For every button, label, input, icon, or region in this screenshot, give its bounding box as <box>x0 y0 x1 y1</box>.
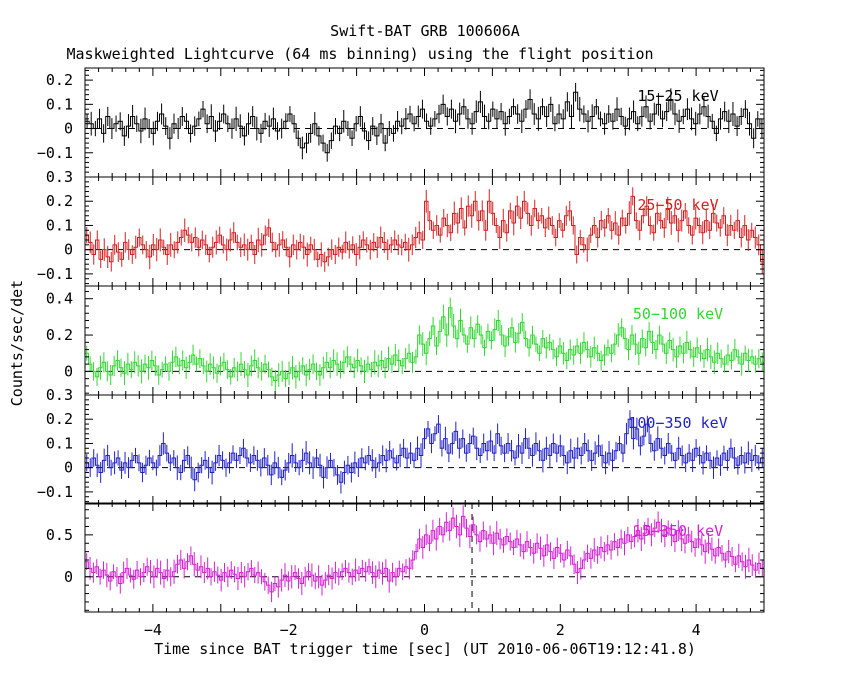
band-label: 100−350 keV <box>628 414 727 432</box>
y-tick-label: −0.1 <box>37 265 73 283</box>
panel-3: 0 0.2 0.4 50−100 keV <box>46 285 765 396</box>
y-tick-label: 0.5 <box>46 526 73 544</box>
error-bars <box>86 505 763 603</box>
y-tick-label: −0.1 <box>37 144 73 162</box>
y-tick-label: 0.1 <box>46 216 73 234</box>
x-tick-label: 0 <box>420 621 429 639</box>
y-tick-label: 0.2 <box>46 410 73 428</box>
y-axis-label: Counts/sec/det <box>8 280 26 406</box>
lightcurve-series <box>85 307 764 381</box>
x-tick-label: −4 <box>144 621 162 639</box>
y-tick-label: 0.4 <box>46 290 73 308</box>
y-tick-label: 0 <box>64 241 73 259</box>
y-tick-label: 0.1 <box>46 95 73 113</box>
panel-frame <box>84 285 765 396</box>
panels-layer: −0.1 0 0.1 0.2 15−25 keV −0.1 0 0.1 0.2 0.3 25−50 … <box>37 67 765 639</box>
y-tick-label: 0.2 <box>46 71 73 89</box>
chart-subtitle: Maskweighted Lightcurve (64 ms binning) … <box>67 45 654 63</box>
panel-1: −0.1 0 0.1 0.2 15−25 keV <box>37 67 765 178</box>
y-tick-label: 0.3 <box>46 386 73 404</box>
lightcurve-series <box>85 515 764 593</box>
panel-5: 0 0.5 15−350 keV <box>46 502 765 613</box>
band-label: 25−50 keV <box>637 196 718 214</box>
band-label: 15−350 keV <box>633 522 723 540</box>
y-tick-label: 0 <box>64 120 73 138</box>
y-tick-label: 0 <box>64 568 73 586</box>
lightcurve-series <box>85 418 764 483</box>
lightcurve-series <box>85 195 764 263</box>
y-tick-label: −0.1 <box>37 483 73 501</box>
y-tick-label: 0 <box>64 362 73 380</box>
panel-2: −0.1 0 0.1 0.2 0.3 25−50 keV <box>37 168 765 287</box>
x-axis-label: Time since BAT trigger time [sec] (UT 20… <box>154 640 696 658</box>
band-label: 50−100 keV <box>633 305 723 323</box>
band-label: 15−25 keV <box>637 87 718 105</box>
y-tick-label: 0.3 <box>46 168 73 186</box>
chart-title: Swift-BAT GRB 100606A <box>330 22 520 40</box>
x-tick-label: 2 <box>556 621 565 639</box>
y-tick-label: 0.1 <box>46 434 73 452</box>
y-tick-label: 0.2 <box>46 326 73 344</box>
y-tick-label: 0.2 <box>46 192 73 210</box>
lightcurve-series <box>85 91 764 154</box>
y-tick-label: 0 <box>64 459 73 477</box>
panel-frame <box>84 502 765 613</box>
panel-frame <box>84 394 765 505</box>
x-tick-label: 4 <box>692 621 701 639</box>
panel-4: −0.1 0 0.1 0.2 0.3 100−350 keV <box>37 386 765 505</box>
x-tick-label: −2 <box>280 621 298 639</box>
